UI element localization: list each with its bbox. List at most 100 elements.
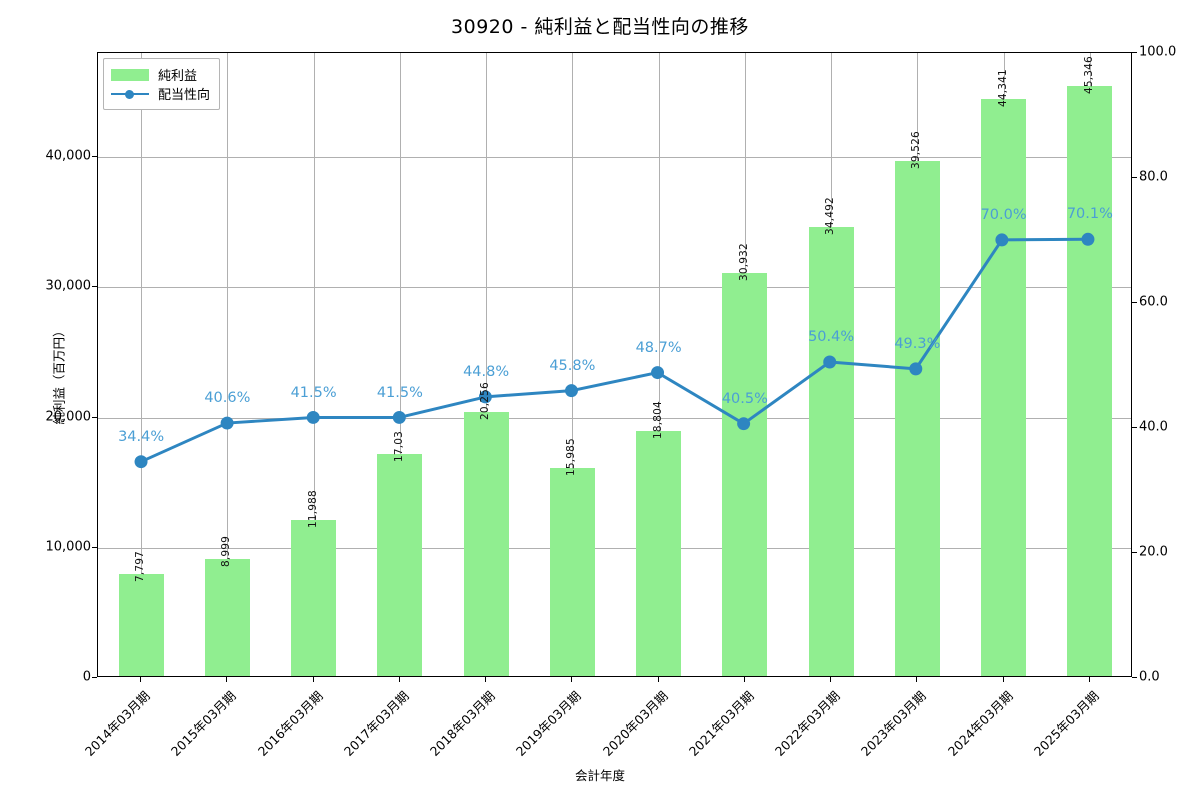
y-axis-left-tick-mark [92,546,97,548]
gridline-horizontal [98,157,1131,159]
bar[interactable] [204,558,250,676]
y-axis-right-tick-mark [1132,177,1137,178]
x-axis-tick-mark [743,677,745,682]
x-axis-tick-mark [398,677,400,682]
y-axis-right-tick-label: 100.0 [1139,44,1177,60]
y-axis-left-tick-label: 20,000 [45,409,92,425]
y-axis-right-tick-label: 20.0 [1139,544,1168,560]
line-value-label: 50.4% [808,329,855,345]
line-value-label: 34.4% [118,429,165,445]
line-marker[interactable] [651,366,665,380]
y-axis-right-tick-label: 60.0 [1139,294,1168,310]
x-axis-tick-label: 2021年03月期 [685,688,757,759]
line-path [139,237,1090,464]
bar[interactable] [291,519,337,676]
x-axis-tick-mark [1002,677,1004,682]
plot-area: 34.4% 40.6% 41.5% 41.5% 44.8% 45.8% 48.7% 40.5%… [97,52,1132,677]
x-axis-tick-label: 2017年03月期 [340,688,412,759]
bar-value-label: 17,03 [392,431,405,463]
x-axis-tick-mark [916,677,918,682]
y-axis-left-tick-mark [92,677,97,678]
x-axis-tick-mark [830,677,832,682]
x-axis-tick-label: 2023年03月期 [858,688,930,759]
legend-label: 純利益 [158,69,198,84]
bar-value-label: 7,797 [134,551,147,583]
y-axis-left-tick-label: 0 [82,669,91,685]
y-axis-left-tick-mark [92,416,97,418]
gridline-horizontal [98,547,1131,549]
y-axis-left-label: 純利益（百万円） [51,324,67,425]
line-marker-icon [111,88,149,100]
line-value-label: 48.7% [635,339,682,356]
y-axis-right-tick-mark [1132,677,1137,678]
x-axis-tick-label: 2020年03月期 [599,688,671,759]
bar-swatch-icon [111,68,149,81]
chart-legend: 純利益 配当性向 [103,58,221,110]
x-axis-tick-mark [571,677,573,682]
bar-value-label: 34,492 [824,196,837,235]
legend-item-net-income[interactable]: 純利益 [111,65,210,84]
bar[interactable] [808,226,854,676]
line-value-label: 41.5% [376,384,423,401]
x-axis-tick-label: 2024年03月期 [944,688,1016,759]
legend-item-payout-ratio[interactable]: 配当性向 [111,84,210,103]
x-axis-tick-label: 2015年03月期 [168,688,240,759]
bar[interactable] [463,412,509,676]
y-axis-right-tick-label: 40.0 [1139,419,1168,435]
line-value-label: 40.5% [721,390,768,407]
line-value-label: 70.0% [980,206,1027,223]
bar-value-label: 20,256 [479,382,492,421]
bar-value-label: 30,932 [737,243,750,282]
x-axis-tick-mark [312,677,314,682]
bar-value-label: 15,985 [565,437,578,476]
line-value-label: 45.8% [549,357,596,374]
y-axis-left-tick-mark [92,286,97,288]
y-axis-right-tick-mark [1132,302,1137,303]
bar-value-label: 39,526 [910,131,923,170]
y-axis-left-tick-mark [92,156,97,158]
y-axis-right-tick-mark [1132,427,1137,428]
x-axis-tick-label: 2019年03月期 [513,688,585,759]
x-axis-tick-mark [485,677,487,682]
line-value-label: 44.8% [463,364,510,380]
x-axis-tick-mark [657,677,659,682]
line-value-label: 49.3% [894,335,941,352]
x-axis-tick-label: 2014年03月期 [81,688,153,759]
bar[interactable] [1067,85,1113,676]
bar-value-label: 18,804 [651,401,664,440]
x-axis-tick-mark [140,677,142,682]
bar-value-label: 44,341 [996,68,1009,107]
y-axis-right-tick-mark [1132,52,1137,53]
line-value-label: 41.5% [290,384,337,401]
gridline-horizontal [98,287,1131,289]
bar[interactable] [377,454,423,676]
bar[interactable] [636,431,682,676]
y-axis-right-tick-label: 80.0 [1139,169,1168,185]
x-axis-label: 会計年度 [574,768,625,783]
line-value-label: 40.6% [204,390,251,407]
y-axis-right-tick-mark [1132,552,1137,553]
x-axis-tick-label: 2022年03月期 [771,688,843,759]
gridline-horizontal [98,417,1131,419]
y-axis-left-tick-label: 30,000 [45,278,92,294]
x-axis-tick-label: 2025年03月期 [1030,688,1102,759]
x-axis-tick-label: 2016年03月期 [254,688,326,759]
y-axis-right-tick-label: 0.0 [1139,669,1160,685]
line-series [134,232,1095,469]
bar[interactable] [981,98,1027,676]
x-axis-tick-mark [1088,677,1090,682]
bar[interactable] [722,273,768,676]
legend-label: 配当性向 [158,88,211,103]
bar[interactable] [894,161,940,676]
y-axis-left-tick-label: 40,000 [45,148,92,164]
bar[interactable] [549,467,595,676]
x-axis-tick-label: 2018年03月期 [426,688,498,759]
y-axis-left-tick-label: 10,000 [45,539,92,555]
page-title: 30920 - 純利益と配当性向の推移 [451,16,749,38]
x-axis-tick-mark [226,677,228,682]
bar-value-label: 11,988 [306,489,319,528]
bar[interactable] [118,574,164,676]
line-value-label: 70.1% [1066,205,1113,222]
bar-value-label: 8,999 [220,535,233,567]
